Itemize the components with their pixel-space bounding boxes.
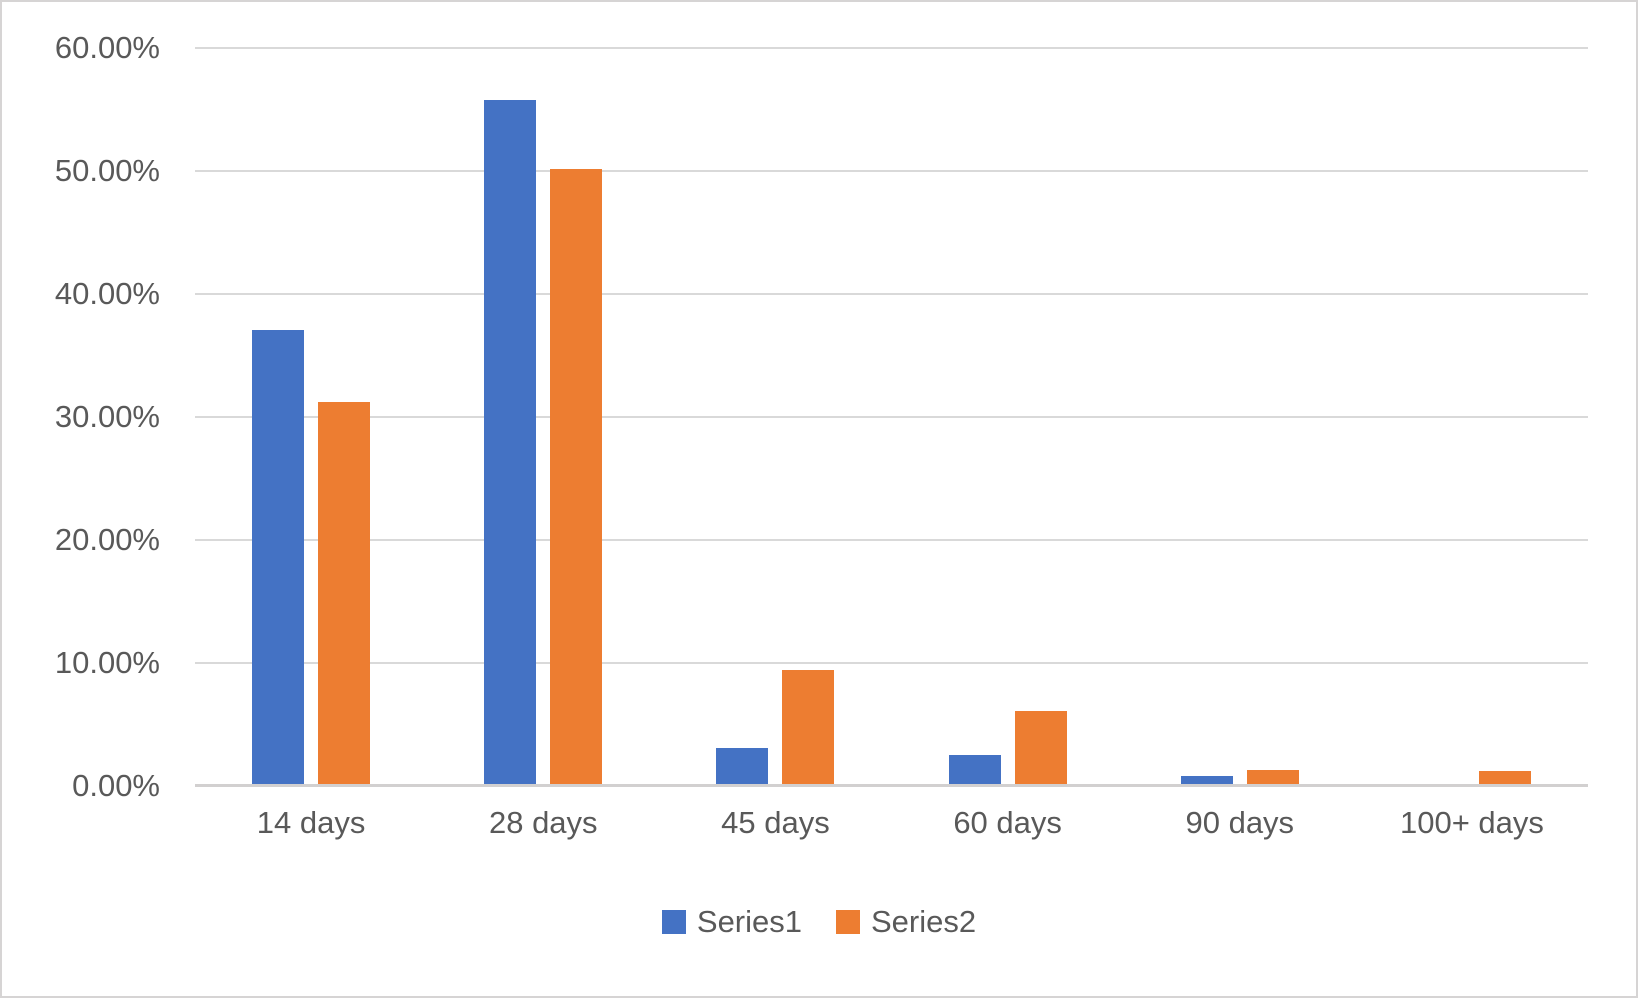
bar-series1-14-days (252, 329, 305, 786)
bar-clusters (195, 48, 1588, 786)
legend-item-series2: Series2 (836, 900, 976, 944)
bar-series1-60-days (948, 755, 1001, 786)
bar-series2-90-days (1246, 770, 1299, 786)
y-axis-tick-label: 10.00% (54, 645, 160, 680)
x-axis-label: 90 days (1185, 805, 1295, 840)
plot-area (195, 47, 1588, 787)
bar-series2-14-days (318, 402, 371, 786)
x-axis-line (195, 784, 1588, 787)
x-axis-label: 60 days (953, 805, 1062, 840)
bar-series2-28-days (550, 168, 603, 786)
legend-label: Series2 (871, 904, 977, 939)
category-cluster (427, 48, 659, 786)
x-axis: 14 days 28 days 45 days 60 days 90 days 100+ … (195, 798, 1588, 848)
y-axis-tick-label: 50.00% (54, 153, 160, 188)
category-cluster (659, 48, 891, 786)
legend-label: Series1 (696, 904, 802, 939)
x-axis-label: 14 days (256, 805, 366, 840)
legend-swatch-series2 (836, 910, 860, 934)
y-axis-tick-label: 40.00% (54, 276, 160, 311)
y-axis-tick-label: 20.00% (54, 522, 160, 557)
legend-swatch-series1 (661, 910, 686, 934)
gridline (195, 539, 1588, 541)
gridline (195, 293, 1588, 295)
y-axis-tick-label: 60.00% (54, 30, 160, 65)
chart-legend: Series1 Series2 (2, 900, 1636, 944)
gridline (195, 662, 1588, 664)
category-cluster (892, 48, 1124, 786)
gridline (195, 416, 1588, 418)
bar-series2-45-days (782, 670, 835, 786)
bar-series2-100-days (1478, 771, 1531, 786)
bar-series1-90-days (1180, 776, 1233, 786)
legend-item-series1: Series1 (661, 900, 802, 944)
category-cluster (1356, 48, 1588, 786)
bar-series1-45-days (716, 747, 769, 786)
bar-series1-28-days (484, 99, 537, 786)
gridline (195, 170, 1588, 172)
gridline (195, 47, 1588, 49)
y-axis-tick-label: 0.00% (72, 768, 160, 803)
category-cluster (1124, 48, 1356, 786)
x-axis-label: 28 days (488, 805, 598, 840)
category-cluster (195, 48, 427, 786)
bar-series2-60-days (1014, 710, 1067, 786)
x-axis-label: 45 days (721, 805, 830, 840)
y-axis-tick-label: 30.00% (54, 399, 160, 434)
x-axis-label: 100+ days (1399, 805, 1544, 840)
